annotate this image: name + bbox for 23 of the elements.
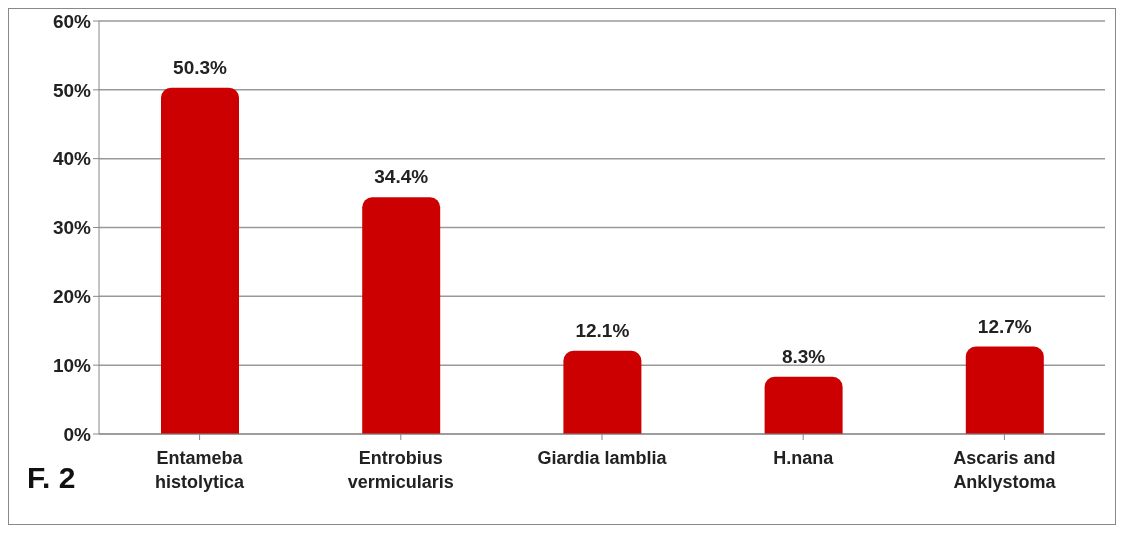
x-tick-label: Giardia lamblia xyxy=(537,448,668,468)
bar xyxy=(362,197,441,434)
y-tick-label: 30% xyxy=(52,217,92,239)
y-tick-label: 40% xyxy=(52,148,92,170)
data-label: 34.4% xyxy=(374,166,429,188)
y-tick-label: 10% xyxy=(52,354,92,376)
data-label: 12.1% xyxy=(575,319,630,341)
data-label: 12.7% xyxy=(977,315,1032,337)
y-tick-label: 0% xyxy=(63,423,92,445)
data-label: 50.3% xyxy=(173,56,228,78)
y-tick-label: 60% xyxy=(52,10,92,32)
x-tick-label: Entrobius vermicularis xyxy=(347,448,454,492)
data-label: 8.3% xyxy=(781,345,826,367)
text: F. 2 xyxy=(27,461,76,495)
bar xyxy=(161,87,239,434)
y-tick-label: 20% xyxy=(52,286,92,308)
x-tick-label: Ascaris and Anklystoma xyxy=(953,448,1057,492)
y-tick-label: 50% xyxy=(52,79,92,101)
bar xyxy=(764,376,843,434)
bar xyxy=(965,346,1044,434)
bar xyxy=(563,350,642,434)
x-tick-label: Entameba histolytica xyxy=(155,448,246,492)
x-tick-label: H.nana xyxy=(773,448,835,468)
